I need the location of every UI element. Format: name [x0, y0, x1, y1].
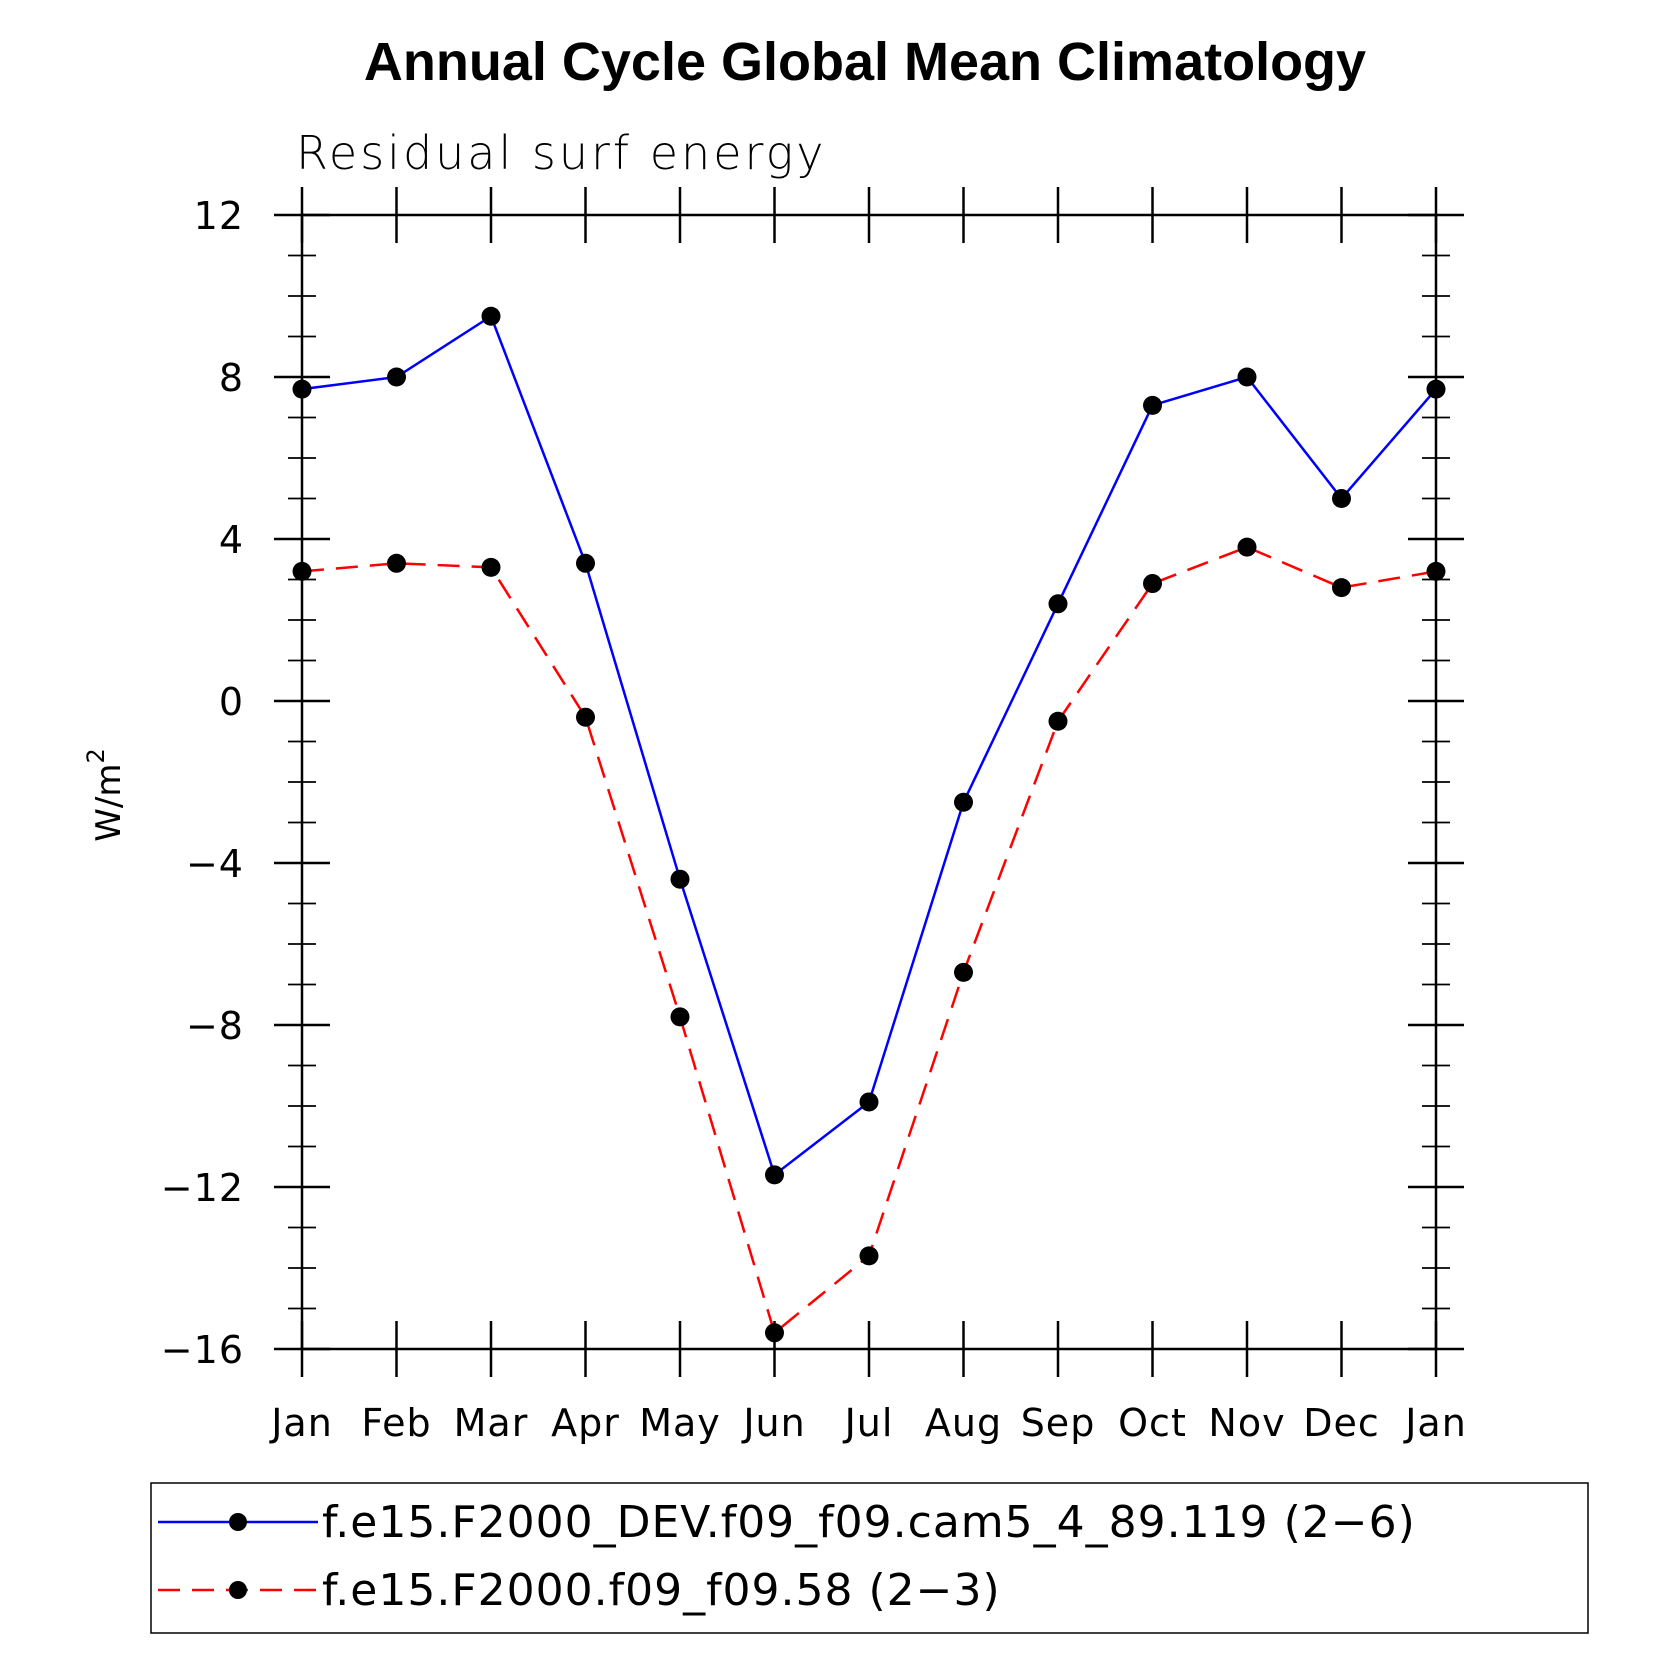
x-tick-label: Sep [1021, 1401, 1096, 1445]
legend-label-series-2: f.e15.F2000.f09_f09.58 (2−3) [322, 1565, 1001, 1616]
series-1-point [954, 792, 973, 812]
series-1-point [387, 367, 406, 387]
x-tick-labels: Jan Feb Mar Apr May Jun Jul Aug Sep Oct Nov Dec Jan [269, 1401, 1467, 1445]
x-tick-label: Jan [269, 1401, 333, 1445]
series-line-2 [301, 545, 1437, 1335]
series-1-point [576, 553, 595, 573]
y-axis-label-exponent: 2 [82, 748, 110, 763]
x-tick-label: Mar [454, 1401, 529, 1445]
legend-marker-series-2 [229, 1581, 247, 1599]
x-tick-label: Aug [925, 1401, 1002, 1445]
series-1-point [1332, 489, 1351, 508]
y-tick-labels: 12 8 4 0 −4 −8 −12 −16 [161, 194, 244, 1372]
x-tick-label: Dec [1303, 1401, 1380, 1445]
y-tick-label: −16 [161, 1328, 244, 1372]
y-tick-label: 4 [219, 518, 244, 562]
series-1-point [859, 1092, 879, 1112]
series-2-point [481, 557, 501, 577]
chart-title: Annual Cycle Global Mean Climatology [364, 32, 1366, 92]
series-2-point [292, 561, 312, 581]
series-2-point [1332, 578, 1351, 598]
series-2-point [1143, 574, 1162, 594]
series-2-point [1048, 711, 1068, 731]
series-layer [292, 306, 1446, 1343]
y-axis-label-base: W/m [89, 764, 129, 842]
series-1-point [1237, 367, 1257, 387]
x-tick-label: Jan [1403, 1401, 1467, 1445]
y-axis-label-text: W/m2 [82, 748, 129, 841]
chart-subtitle: Residual surf energy [296, 126, 826, 180]
legend-label-series-1: f.e15.F2000_DEV.f09_f09.cam5_4_89.119 (2… [322, 1497, 1416, 1548]
legend-box [150, 1482, 1589, 1634]
series-1-point [1143, 395, 1162, 415]
plot-frame [300, 213, 1438, 1351]
legend: f.e15.F2000_DEV.f09_f09.cam5_4_89.119 (2… [150, 1482, 1589, 1634]
series-2-point [954, 962, 973, 982]
y-tick-label: −12 [161, 1166, 244, 1210]
axis-ticks [274, 187, 1464, 1377]
x-tick-label: Jun [741, 1401, 805, 1445]
series-1-point [1426, 379, 1446, 399]
y-axis-label: W/m2 [82, 748, 129, 841]
series-1-point [670, 869, 690, 889]
x-tick-label: Feb [361, 1401, 431, 1445]
series-line-1 [301, 314, 1437, 1177]
series-2-point [387, 553, 406, 573]
series-1-point [765, 1165, 784, 1185]
x-tick-label: Jul [843, 1401, 894, 1445]
x-tick-label: Nov [1208, 1401, 1285, 1445]
series-1-point [1048, 594, 1068, 614]
x-tick-label: Apr [551, 1401, 620, 1445]
series-2-point [1426, 561, 1446, 581]
y-tick-label: −8 [186, 1004, 244, 1048]
series-2-point [765, 1323, 784, 1343]
y-tick-label: −4 [186, 842, 244, 886]
series-1-point [292, 379, 312, 399]
series-1-point [481, 306, 501, 326]
y-tick-label: 12 [194, 194, 244, 238]
series-2-point [670, 1007, 690, 1027]
x-tick-label: Oct [1118, 1401, 1187, 1445]
series-2-point [1237, 537, 1257, 557]
legend-marker-series-1 [229, 1513, 247, 1531]
y-tick-label: 8 [219, 356, 244, 400]
x-tick-label: May [639, 1401, 721, 1445]
series-2-point [859, 1246, 879, 1266]
series-2-point [576, 707, 595, 727]
y-tick-label: 0 [219, 680, 244, 724]
